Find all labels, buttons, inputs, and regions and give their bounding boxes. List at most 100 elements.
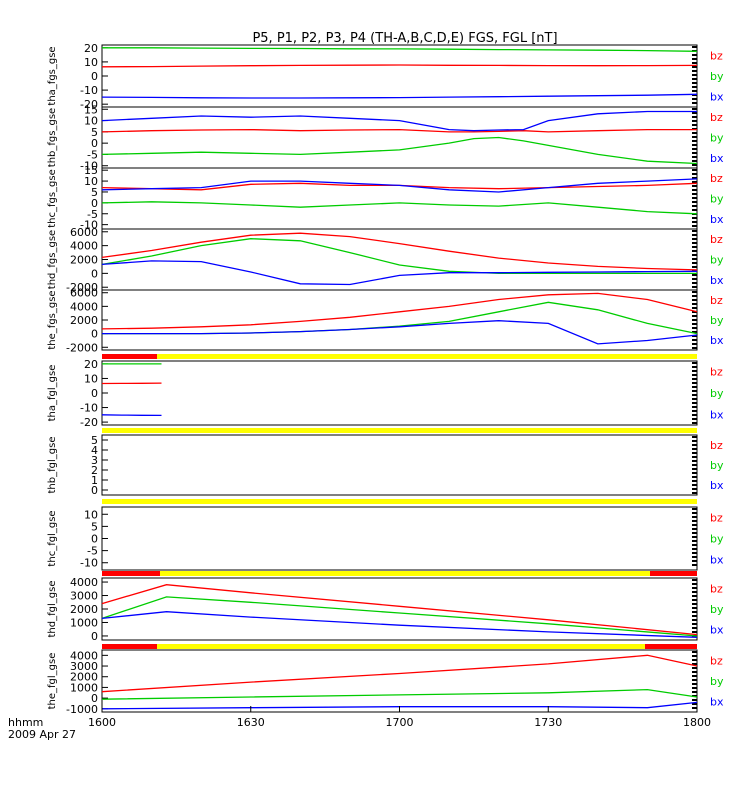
series-line-by xyxy=(102,301,698,335)
y-tick-label: 6000 xyxy=(70,287,98,300)
y-tick-label: 0 xyxy=(91,70,98,83)
y-tick-label: 5 xyxy=(91,434,98,447)
legend-bx: bx xyxy=(710,152,724,165)
series-line-bz xyxy=(101,232,698,271)
series-line-by xyxy=(101,688,698,700)
legend-bx: bx xyxy=(710,479,724,492)
legend-by: by xyxy=(710,459,724,472)
panel-frame xyxy=(101,434,698,496)
legend-by: by xyxy=(710,70,724,83)
y-tick-label: 0 xyxy=(91,692,98,705)
series-line-bx xyxy=(101,110,697,132)
y-tick-label: -1000 xyxy=(66,703,98,716)
legend-bx: bx xyxy=(710,213,724,226)
legend-bz: bz xyxy=(710,439,723,452)
series-line-bx xyxy=(101,701,698,710)
y-tick-label: 10 xyxy=(84,508,98,521)
y-axis-label: tha_fgs_gse xyxy=(47,46,58,105)
y-tick-label: 1000 xyxy=(70,616,98,629)
status-bar-segment xyxy=(102,644,157,649)
legend-bx: bx xyxy=(710,334,724,347)
status-bar-segment xyxy=(102,354,157,359)
series-line-by xyxy=(101,596,698,637)
y-tick-label: 2 xyxy=(91,464,98,477)
y-axis-label: thb_fgl_gse xyxy=(47,437,58,494)
y-tick-label: 0 xyxy=(91,630,98,643)
status-bar-segment xyxy=(102,428,697,433)
x-tick-label: 1700 xyxy=(386,716,414,729)
legend-bz: bz xyxy=(710,111,723,124)
legend-bx: bx xyxy=(710,624,724,637)
y-tick-label: 4 xyxy=(91,444,98,457)
series-line-bx xyxy=(101,414,162,417)
legend-bz: bz xyxy=(710,294,723,307)
legend-bx: bx xyxy=(710,554,724,567)
date-label: 2009 Apr 27 xyxy=(8,728,76,741)
y-tick-label: 10 xyxy=(84,115,98,128)
y-tick-label: 10 xyxy=(84,372,98,385)
panel-frame xyxy=(101,228,698,291)
chart-title: P5, P1, P2, P3, P4 (TH-A,B,C,D,E) FGS, F… xyxy=(252,31,557,46)
y-axis-label: thc_fgl_gse xyxy=(47,510,58,566)
y-tick-label: 20 xyxy=(84,358,98,371)
y-tick-label: 4000 xyxy=(70,649,98,662)
status-bar-segment xyxy=(157,354,697,359)
y-axis-label: thd_fgs_gse xyxy=(47,230,58,289)
series-line-bx xyxy=(101,93,698,99)
legend-bz: bz xyxy=(710,654,723,667)
series-line-bx xyxy=(101,260,698,286)
panel-frame xyxy=(101,167,698,230)
y-tick-label: -5 xyxy=(87,545,98,558)
series-line-bz xyxy=(101,654,698,693)
series-line-bx xyxy=(101,178,698,193)
series-line-by xyxy=(101,238,697,275)
series-line-by xyxy=(101,136,698,165)
legend-bz: bz xyxy=(710,366,723,379)
status-bar-segment xyxy=(157,644,645,649)
y-tick-label: 0 xyxy=(91,267,98,280)
series-line-bx xyxy=(102,320,698,345)
legend-by: by xyxy=(710,254,724,267)
y-tick-label: 3000 xyxy=(70,660,98,673)
series-line-bz xyxy=(101,64,698,68)
legend-bx: bx xyxy=(710,408,724,421)
y-tick-label: 10 xyxy=(84,175,98,188)
time-unit-label: hhmm xyxy=(8,716,43,729)
legend-by: by xyxy=(710,132,724,145)
y-tick-label: 20 xyxy=(84,42,98,55)
y-tick-label: 2000 xyxy=(70,314,98,327)
y-tick-label: -2000 xyxy=(66,341,98,354)
y-axis-label: the_fgs_gse xyxy=(47,290,58,349)
legend-bz: bz xyxy=(710,582,723,595)
y-tick-label: 5 xyxy=(91,520,98,533)
y-tick-label: -2000 xyxy=(66,281,98,294)
status-bar-segment xyxy=(102,499,697,504)
y-tick-label: 0 xyxy=(91,197,98,210)
y-axis-label: thd_fgl_gse xyxy=(47,581,58,638)
y-tick-label: 2000 xyxy=(70,671,98,684)
y-tick-label: -5 xyxy=(87,208,98,221)
legend-by: by xyxy=(710,603,724,616)
y-tick-label: 6000 xyxy=(70,226,98,239)
y-tick-label: 15 xyxy=(84,103,98,116)
series-line-bz xyxy=(101,584,698,636)
y-tick-label: 10 xyxy=(84,56,98,69)
y-tick-label: 0 xyxy=(91,533,98,546)
y-tick-label: -10 xyxy=(80,84,98,97)
legend-bz: bz xyxy=(710,49,723,62)
y-axis-label: the_fgl_gse xyxy=(47,653,58,710)
panel-frame xyxy=(101,289,698,351)
y-tick-label: 3000 xyxy=(70,590,98,603)
y-tick-label: -20 xyxy=(80,416,98,429)
series-line-bz xyxy=(101,182,698,191)
legend-bz: bz xyxy=(710,172,723,185)
legend-bx: bx xyxy=(710,91,724,104)
series-line-bz xyxy=(101,292,698,330)
